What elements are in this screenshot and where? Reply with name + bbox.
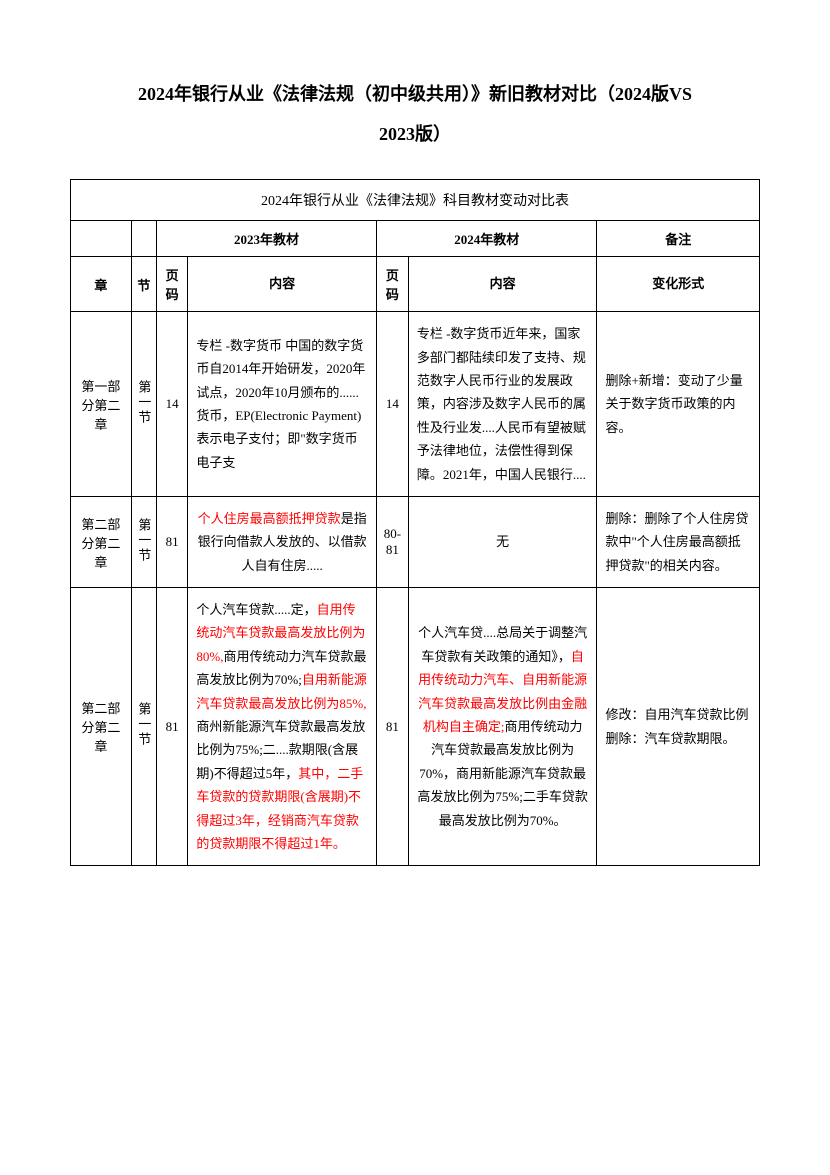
subheader-change: 变化形式	[597, 257, 760, 312]
table-row: 第二部分第二章第一节81个人汽车贷款.....定，自用传统动汽车贷款最高发放比例…	[71, 588, 760, 866]
content-2023-cell: 个人汽车贷款.....定，自用传统动汽车贷款最高发放比例为80%,商用传统动力汽…	[188, 588, 377, 866]
title-line-1: 2024年银行从业《法律法规（初中级共用）》新旧教材对比（2024版VS	[70, 75, 760, 115]
header-note: 备注	[597, 221, 760, 257]
header-2023: 2023年教材	[156, 221, 376, 257]
document-title: 2024年银行从业《法律法规（初中级共用）》新旧教材对比（2024版VS 202…	[70, 75, 760, 154]
content-2024-cell: 无	[408, 496, 597, 587]
page-2023-cell: 14	[156, 312, 187, 497]
page-2024-cell: 14	[377, 312, 409, 497]
subheader-section: 节	[131, 257, 156, 312]
page-2024-cell: 80-81	[377, 496, 409, 587]
section-cell: 第一节	[131, 496, 156, 587]
note-cell: 修改：自用汽车贷款比例删除：汽车贷款期限。	[597, 588, 760, 866]
table-row: 第一部分第二章第一节14专栏 -数字货币 中国的数字货币自2014年开始研发，2…	[71, 312, 760, 497]
section-cell: 第一节	[131, 312, 156, 497]
content-2024-cell: 专栏 -数字货币近年来，国家多部门都陆续印发了支持、规范数字人民币行业的发展政策…	[408, 312, 597, 497]
subheader-content-2024: 内容	[408, 257, 597, 312]
chapter-cell: 第二部分第二章	[71, 496, 132, 587]
comparison-table: 2024年银行从业《法律法规》科目教材变动对比表 2023年教材 2024年教材…	[70, 179, 760, 866]
page-2023-cell: 81	[156, 588, 187, 866]
note-cell: 删除+新增：变动了少量关于数字货币政策的内容。	[597, 312, 760, 497]
page-2024-cell: 81	[377, 588, 409, 866]
subheader-content-2023: 内容	[188, 257, 377, 312]
header-empty-2	[131, 221, 156, 257]
subheader-chapter: 章	[71, 257, 132, 312]
chapter-cell: 第二部分第二章	[71, 588, 132, 866]
content-2023-cell: 专栏 -数字货币 中国的数字货币自2014年开始研发，2020年试点，2020年…	[188, 312, 377, 497]
header-empty-1	[71, 221, 132, 257]
table-caption: 2024年银行从业《法律法规》科目教材变动对比表	[71, 180, 760, 221]
subheader-page-2023: 页码	[156, 257, 187, 312]
title-line-2: 2023版）	[70, 115, 760, 155]
content-2024-cell: 个人汽车贷....总局关于调整汽车贷款有关政策的通知》，自用传统动力汽车、自用新…	[408, 588, 597, 866]
page-2023-cell: 81	[156, 496, 187, 587]
header-2024: 2024年教材	[377, 221, 597, 257]
table-row: 第二部分第二章第一节81个人住房最高额抵押贷款是指银行向借款人发放的、以借款人自…	[71, 496, 760, 587]
note-cell: 删除：删除了个人住房贷款中"个人住房最高额抵押贷款"的相关内容。	[597, 496, 760, 587]
subheader-page-2024: 页码	[377, 257, 409, 312]
content-2023-cell: 个人住房最高额抵押贷款是指银行向借款人发放的、以借款人自有住房.....	[188, 496, 377, 587]
section-cell: 第一节	[131, 588, 156, 866]
chapter-cell: 第一部分第二章	[71, 312, 132, 497]
